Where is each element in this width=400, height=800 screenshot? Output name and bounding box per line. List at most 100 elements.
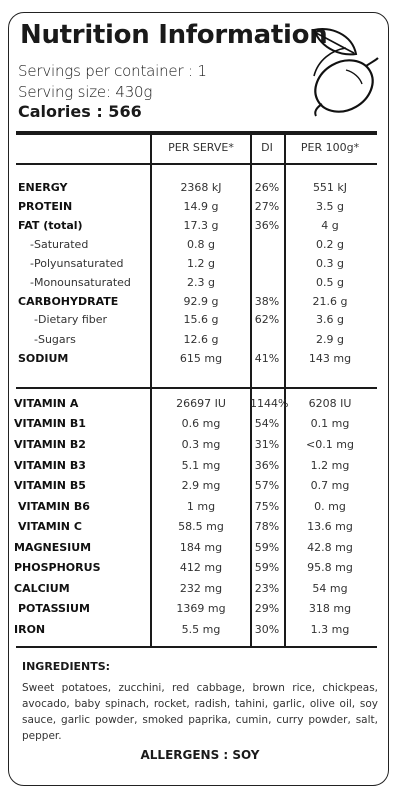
per-serve-value: 0.3 mg	[181, 438, 221, 451]
vitamin-label: VITAMIN A	[14, 397, 79, 410]
per-100g-value: 3.6 g	[316, 313, 344, 326]
per-100g-value: 0. mg	[314, 500, 346, 513]
vitamin-row-b1: VITAMIN B1 0.6 mg 54% 0.1 mg	[0, 417, 400, 435]
per-serve-value: 1.2 g	[187, 257, 215, 270]
per-100g-value: 0.3 g	[316, 257, 344, 270]
nutrient-label: ENERGY	[18, 181, 68, 194]
nutrient-row-protein: PROTEIN 14.9 g 27% 3.5 g	[0, 200, 400, 218]
ingredients-text: Sweet potatoes, zucchini, red cabbage, b…	[22, 682, 378, 742]
nutrition-label-card	[8, 12, 389, 786]
vitamin-label: VITAMIN C	[18, 520, 82, 533]
di-value: 41%	[254, 352, 280, 365]
di-value: 30%	[254, 623, 280, 636]
per-serve-value: 2.3 g	[187, 276, 215, 289]
per-serve-value: 412 mg	[179, 561, 223, 574]
di-value: 26%	[254, 181, 280, 194]
serving-size: Serving size: 430g	[18, 83, 153, 101]
servings-per-container: Servings per container : 1	[18, 62, 207, 80]
per-100g-value: 54 mg	[312, 582, 348, 595]
nutrient-label: -Monounsaturated	[30, 276, 131, 289]
per-100g-value: 0.1 mg	[310, 417, 350, 430]
per-100g-value: 42.8 mg	[307, 541, 353, 554]
mineral-label: PHOSPHORUS	[14, 561, 101, 574]
allergens: ALLERGENS : SOY	[140, 748, 260, 762]
per-serve-value: 2.9 mg	[181, 479, 221, 492]
per-100g-value: 0.5 g	[316, 276, 344, 289]
column-divider	[284, 131, 286, 390]
header-per-100g: PER 100g*	[300, 141, 360, 154]
mineral-label: CALCIUM	[14, 582, 70, 595]
di-value: 23%	[254, 582, 280, 595]
di-value: 78%	[254, 520, 280, 533]
column-divider	[150, 131, 152, 390]
nutrient-label: -Polyunsaturated	[30, 257, 124, 270]
mineral-row-phosphorus: PHOSPHORUS 412 mg 59% 95.8 mg	[0, 561, 400, 579]
calories: Calories : 566	[18, 102, 142, 121]
per-serve-value: 92.9 g	[183, 295, 219, 308]
per-serve-value: 0.8 g	[187, 238, 215, 251]
per-100g-value: 3.5 g	[316, 200, 344, 213]
mineral-row-calcium: CALCIUM 232 mg 23% 54 mg	[0, 582, 400, 600]
mineral-label: POTASSIUM	[18, 602, 90, 615]
vitamin-label: VITAMIN B5	[14, 479, 86, 492]
column-divider	[250, 389, 252, 646]
per-100g-value: 551 kJ	[312, 181, 348, 194]
header-di: DI	[261, 141, 273, 154]
vitamin-row-b3: VITAMIN B3 5.1 mg 36% 1.2 mg	[0, 459, 400, 477]
column-divider	[284, 389, 286, 646]
mineral-label: IRON	[14, 623, 46, 636]
di-value: 59%	[254, 561, 280, 574]
nutrient-row-sodium: SODIUM 615 mg 41% 143 mg	[0, 352, 400, 370]
nutrient-row-monounsaturated: -Monounsaturated 2.3 g 0.5 g	[0, 276, 400, 294]
per-serve-value: 1369 mg	[176, 602, 226, 615]
nutrient-row-energy: ENERGY 2368 kJ 26% 551 kJ	[0, 181, 400, 199]
per-100g-value: 2.9 g	[316, 333, 344, 346]
per-serve-value: 15.6 g	[183, 313, 219, 326]
nutrient-label: -Dietary fiber	[34, 313, 108, 326]
di-value: 31%	[254, 438, 280, 451]
lemon-leaf-icon	[312, 28, 379, 117]
nutrient-row-carbohydrate: CARBOHYDRATE 92.9 g 38% 21.6 g	[0, 295, 400, 313]
di-value: 57%	[254, 479, 280, 492]
per-100g-value: <0.1 mg	[306, 438, 354, 451]
per-serve-value: 5.5 mg	[181, 623, 221, 636]
vitamin-row-b2: VITAMIN B2 0.3 mg 31% <0.1 mg	[0, 438, 400, 456]
per-serve-value: 12.6 g	[183, 333, 219, 346]
vitamin-row-a: VITAMIN A 26697 IU 1144% 6208 IU	[0, 397, 400, 415]
per-100g-value: 318 mg	[308, 602, 352, 615]
per-serve-value: 26697 IU	[176, 397, 226, 410]
per-serve-value: 14.9 g	[183, 200, 219, 213]
di-value: 36%	[254, 219, 280, 232]
vitamin-label: VITAMIN B2	[14, 438, 86, 451]
per-serve-value: 17.3 g	[183, 219, 219, 232]
di-value: 54%	[254, 417, 280, 430]
per-100g-value: 95.8 mg	[307, 561, 353, 574]
per-100g-value: 1.2 mg	[310, 459, 350, 472]
di-value: 62%	[254, 313, 280, 326]
vitamin-label: VITAMIN B1	[14, 417, 86, 430]
per-serve-value: 232 mg	[179, 582, 223, 595]
per-100g-value: 1.3 mg	[310, 623, 350, 636]
column-divider	[150, 389, 152, 646]
per-serve-value: 0.6 mg	[181, 417, 221, 430]
vitamin-row-b5: VITAMIN B5 2.9 mg 57% 0.7 mg	[0, 479, 400, 497]
per-serve-value: 58.5 mg	[178, 520, 224, 533]
di-value: 38%	[254, 295, 280, 308]
per-100g-value: 6208 IU	[308, 397, 352, 410]
di-value: 59%	[254, 541, 280, 554]
vitamin-row-b6: VITAMIN B6 1 mg 75% 0. mg	[0, 500, 400, 518]
vitamin-label: VITAMIN B3	[14, 459, 86, 472]
per-serve-value: 1 mg	[186, 500, 216, 513]
vitamins-top-rule	[16, 387, 377, 389]
per-100g-value: 0.2 g	[316, 238, 344, 251]
per-serve-value: 2368 kJ	[180, 181, 222, 194]
di-value: 29%	[254, 602, 280, 615]
di-value: 36%	[254, 459, 280, 472]
mineral-row-iron: IRON 5.5 mg 30% 1.3 mg	[0, 623, 400, 641]
table-top-rule	[16, 131, 377, 135]
header-per-serve: PER SERVE*	[168, 141, 234, 154]
nutrient-label: PROTEIN	[18, 200, 73, 213]
per-100g-value: 0.7 mg	[310, 479, 350, 492]
nutrient-label: FAT (total)	[18, 219, 83, 232]
per-serve-value: 184 mg	[179, 541, 223, 554]
